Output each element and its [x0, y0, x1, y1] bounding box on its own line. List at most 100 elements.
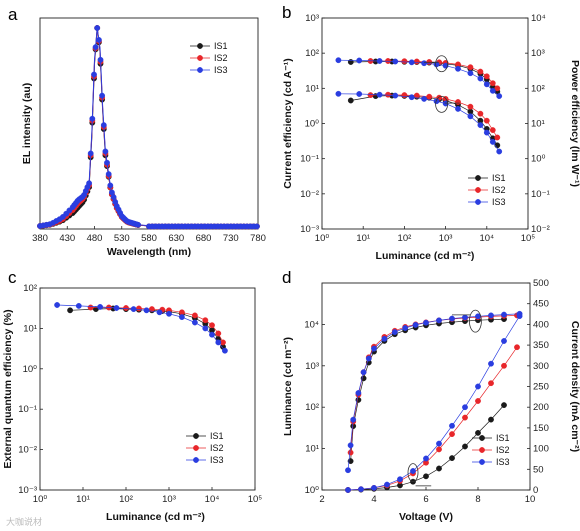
data-point-a-IS3	[135, 221, 142, 228]
data-point-b-IS3	[356, 91, 363, 97]
data-point-d-IS2	[475, 398, 481, 404]
y-axis-title-d: Luminance (cd m⁻²)	[282, 337, 294, 436]
data-point-d-IS2	[488, 380, 494, 387]
x-tick-label-c: 10¹	[76, 494, 90, 505]
data-point-b-IS3	[489, 87, 496, 94]
data-point-a-IS3	[105, 171, 112, 178]
data-point-c-IS3	[97, 303, 104, 310]
legend-label-IS3: IS3	[214, 65, 228, 75]
data-point-d-IS3	[449, 422, 455, 429]
data-point-d-IS3	[462, 404, 468, 411]
x-tick-label-a: 680	[196, 233, 212, 244]
data-point-b-IS3	[376, 91, 383, 98]
legend-marker-IS3	[475, 199, 481, 205]
data-point-b-IS1	[347, 97, 354, 104]
y2-tick-label-b: 10⁴	[531, 13, 546, 24]
y-tick-label-c: 10²	[23, 283, 37, 294]
data-point-b-IS2	[494, 134, 501, 141]
data-point-c-IS2	[135, 305, 142, 312]
x-tick-label-c: 10⁰	[33, 494, 48, 505]
series-indicator-ellipse	[435, 95, 449, 113]
y-axis-title-a: EL intensity (au)	[21, 83, 33, 164]
x-tick-label-b: 10⁵	[521, 233, 536, 244]
x-tick-label-a: 780	[250, 233, 266, 244]
series-line-b-IS3-right	[338, 93, 500, 152]
y2-tick-label-d: 500	[533, 278, 549, 289]
y-tick-label-b: 10⁰	[305, 119, 320, 130]
data-point-d-IS3	[355, 390, 362, 396]
data-point-b-IS2	[467, 64, 474, 71]
x-tick-label-d: 10	[525, 494, 536, 505]
legend-label-IS2: IS2	[496, 445, 510, 455]
data-point-d-IS3	[412, 321, 419, 328]
data-point-a-IS3	[92, 44, 99, 50]
series-line-d-IS3-left	[347, 313, 520, 471]
data-point-a-IS3	[102, 148, 109, 155]
legend-marker-IS3	[193, 457, 199, 463]
data-point-b-IS3	[433, 98, 440, 105]
data-point-d-IS1	[488, 416, 494, 423]
y2-tick-label-d: 100	[533, 444, 549, 455]
data-point-b-IS2	[426, 93, 433, 100]
y2-tick-label-b: 10⁻¹	[531, 189, 550, 200]
data-point-c-IS2	[87, 304, 94, 311]
data-point-d-IS3	[371, 345, 377, 352]
data-point-b-IS3	[467, 113, 474, 120]
y-tick-label-d: 10⁰	[305, 485, 320, 496]
data-point-d-IS3	[347, 442, 354, 449]
data-point-d-IS2	[347, 449, 354, 456]
y2-tick-label-d: 400	[533, 319, 549, 330]
legend-label-IS2: IS2	[492, 185, 506, 195]
panel-label-a: a	[8, 5, 18, 24]
data-point-c-IS3	[130, 306, 137, 312]
data-point-c-IS3	[178, 314, 185, 320]
data-point-d-IS3	[402, 325, 409, 331]
data-point-c-IS3	[113, 305, 120, 311]
data-point-b-IS3	[335, 57, 342, 64]
data-point-b-IS3	[489, 138, 496, 145]
data-point-a-IS3	[89, 115, 96, 122]
data-point-c-IS3	[209, 331, 215, 338]
x-tick-label-c: 10⁴	[205, 494, 220, 505]
data-point-d-IS3	[436, 440, 442, 447]
data-point-d-IS1	[449, 455, 455, 461]
data-point-a-IS3	[100, 122, 107, 129]
series-indicator-ellipse	[435, 55, 449, 73]
x-tick-label-a: 630	[168, 233, 184, 244]
y-tick-label-b: 10⁻³	[300, 224, 319, 235]
data-point-b-IS2	[455, 99, 461, 105]
legend-marker-IS2	[475, 187, 481, 193]
x-tick-label-a: 730	[223, 233, 239, 244]
data-point-d-IS1	[462, 443, 468, 450]
x-axis-title-d: Voltage (V)	[399, 511, 453, 523]
data-point-a-IS3	[104, 159, 110, 166]
y2-axis-title-d: Current density (mA cm⁻²)	[569, 321, 580, 452]
x-tick-label-d: 4	[371, 494, 376, 505]
data-point-d-IS3	[371, 484, 377, 491]
data-point-b-IS2	[483, 117, 490, 124]
data-point-b-IS3	[392, 58, 399, 65]
data-point-d-IS1	[501, 402, 507, 408]
data-point-d-IS3	[365, 355, 372, 362]
x-tick-label-a: 580	[141, 233, 157, 244]
data-point-d-IS3	[462, 314, 468, 321]
y-axis-title-c: External quantum efficiency (%)	[2, 309, 14, 468]
data-point-a-IS3	[110, 194, 117, 201]
data-point-d-IS3	[449, 315, 455, 322]
legend-label-IS1: IS1	[496, 433, 510, 443]
data-point-b-IS2	[489, 127, 496, 134]
y-tick-label-c: 10⁻²	[18, 445, 37, 456]
series-line-d-IS3-right	[347, 315, 520, 491]
y-tick-label-c: 10⁻³	[18, 485, 37, 496]
data-point-b-IS3	[455, 65, 461, 72]
data-point-c-IS1	[67, 307, 74, 314]
data-point-d-IS3	[516, 313, 523, 319]
data-point-c-IS3	[221, 347, 228, 354]
data-point-d-IS3	[360, 369, 367, 376]
x-tick-label-a: 380	[32, 233, 48, 244]
data-point-c-IS2	[148, 306, 155, 312]
data-point-d-IS3	[345, 467, 351, 474]
series-line-c-IS1	[70, 308, 224, 347]
data-point-b-IS3	[455, 106, 461, 112]
y2-tick-label-d: 0	[533, 485, 538, 496]
